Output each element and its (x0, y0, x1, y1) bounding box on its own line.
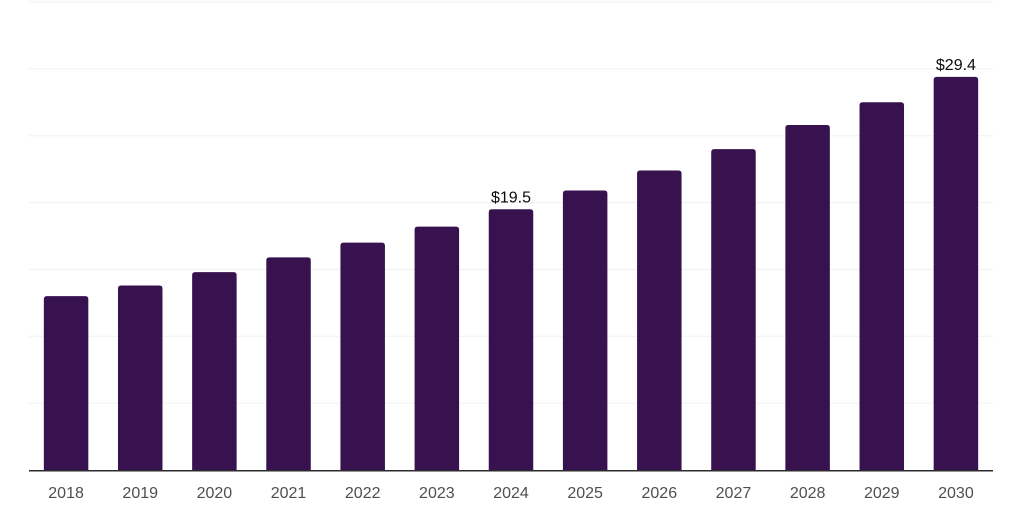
bar-2029 (859, 102, 905, 471)
bar-2025 (562, 190, 608, 470)
x-tick-2030: 2030 (938, 485, 974, 502)
x-tick-2026: 2026 (642, 485, 678, 502)
x-tick-2029: 2029 (864, 485, 900, 502)
data-label-2024: $19.5 (491, 189, 531, 206)
x-tick-2022: 2022 (345, 485, 381, 502)
bar-2024 (488, 209, 534, 470)
x-tick-2020: 2020 (197, 485, 233, 502)
bar-2026 (637, 170, 682, 471)
bar-2019 (117, 285, 163, 470)
bar-2018 (43, 296, 89, 470)
x-tick-2028: 2028 (790, 485, 826, 502)
data-label-2030: $29.4 (936, 57, 976, 74)
x-tick-2019: 2019 (122, 485, 158, 502)
x-tick-2027: 2027 (716, 485, 752, 502)
bar-2022 (340, 242, 385, 470)
x-tick-2024: 2024 (493, 485, 529, 502)
bar-2023 (414, 226, 460, 470)
x-tick-2023: 2023 (419, 485, 455, 502)
bar-2021 (266, 257, 311, 470)
bar-2020 (192, 272, 237, 470)
bar-2028 (785, 125, 830, 470)
bar-2027 (711, 149, 756, 471)
x-tick-2018: 2018 (48, 485, 84, 502)
x-tick-2025: 2025 (567, 485, 603, 502)
x-tick-2021: 2021 (271, 485, 307, 502)
bar-2030 (933, 76, 979, 470)
